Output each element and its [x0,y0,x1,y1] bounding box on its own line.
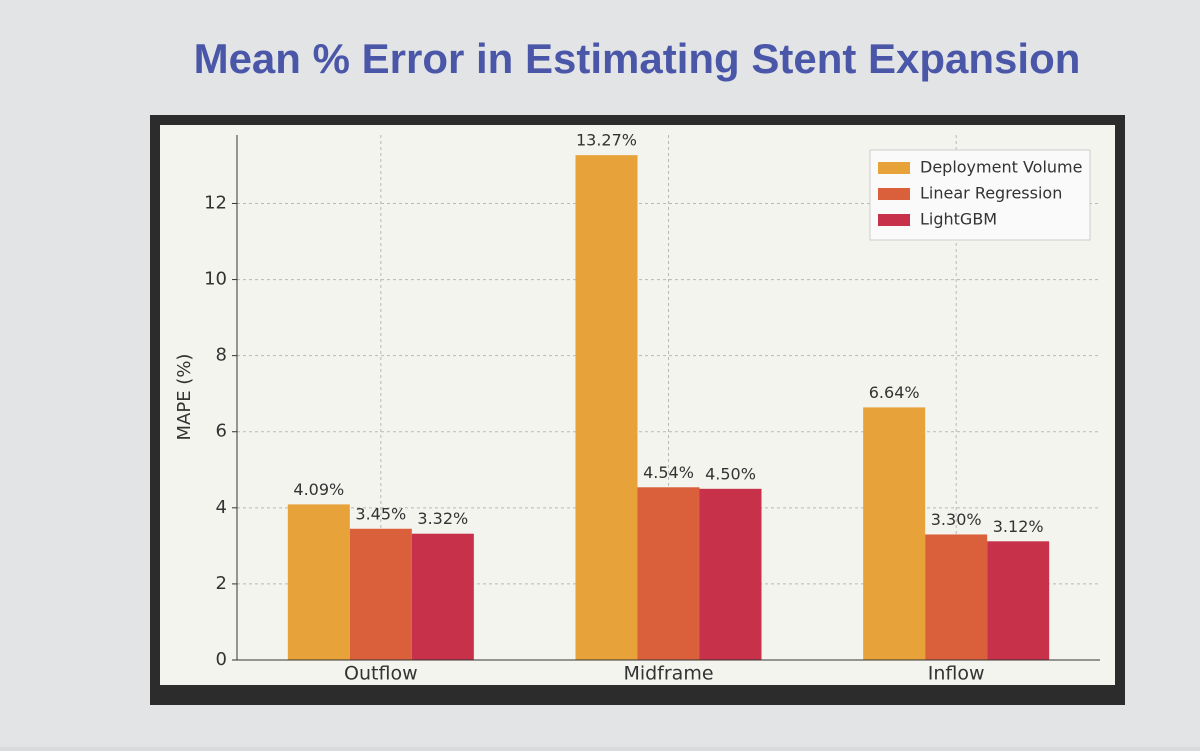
y-tick-label: 12 [204,192,227,213]
y-axis-label: MAPE (%) [174,354,195,441]
value-label: 3.45% [355,504,406,523]
value-label: 4.50% [705,464,756,483]
value-label: 3.30% [931,510,982,529]
y-tick-label: 4 [216,497,227,518]
bar [863,407,926,660]
y-tick-label: 10 [204,269,227,290]
value-label: 4.54% [643,463,694,482]
chart-title: Mean % Error in Estimating Stent Expansi… [194,35,1081,82]
bar [987,541,1050,660]
y-tick-label: 6 [216,421,227,442]
legend-swatch [878,214,910,226]
x-tick-label: Outflow [344,663,418,685]
x-tick-label: Midframe [623,663,713,685]
x-tick-label: Inflow [928,663,985,685]
plot: 0 2 4 6 8 10 12 Outflow 4.09% 3.45% 3.32% Midframe 1… [204,131,1100,685]
value-label: 3.12% [993,517,1044,536]
y-tick-label: 0 [216,649,227,670]
value-label: 6.64% [869,383,920,402]
bar [349,528,412,660]
legend-entry: Deployment Volume [920,158,1082,177]
value-label: 13.27% [576,131,637,150]
legend-swatch [878,188,910,200]
y-tick-label: 2 [216,573,227,594]
bar [637,487,700,660]
bar [411,533,474,660]
bar [575,155,638,661]
value-label: 3.32% [417,509,468,528]
y-tick-label: 8 [216,345,227,366]
legend-entry: Linear Regression [920,184,1062,203]
bar [287,504,350,660]
bar [699,488,762,660]
legend-entry: LightGBM [920,210,997,229]
bar [925,534,988,660]
value-label: 4.09% [293,480,344,499]
legend-swatch [878,162,910,174]
